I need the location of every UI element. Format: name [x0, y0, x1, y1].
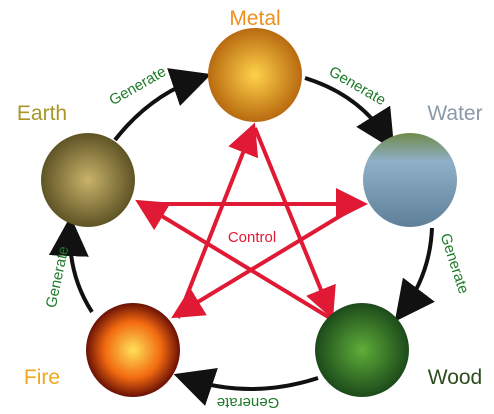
water-image	[363, 133, 457, 227]
earth-image	[41, 133, 135, 227]
generate-label: Generate	[43, 245, 73, 310]
wood-image	[315, 303, 409, 397]
control-arrow	[142, 204, 330, 318]
control-label: Control	[228, 229, 276, 246]
control-arrow	[178, 204, 360, 314]
control-star	[142, 128, 360, 318]
five-elements-diagram: Metal Water Wood Fire Earth Generate Gen…	[0, 0, 494, 414]
metal-image	[208, 28, 302, 122]
generate-label: Generate	[437, 231, 472, 296]
arrow	[70, 228, 92, 312]
node-label: Earth	[17, 102, 67, 125]
generate-label: Generate	[106, 63, 169, 109]
generate-label: Generate	[326, 63, 389, 109]
control-arrow	[255, 128, 330, 312]
arrow	[185, 378, 318, 389]
arrow	[402, 228, 432, 312]
generate-label: Generate	[217, 394, 280, 411]
node-label: Water	[427, 102, 482, 125]
node-label: Fire	[24, 366, 60, 389]
node-label: Wood	[428, 366, 482, 389]
node-label: Metal	[229, 7, 280, 30]
fire-image	[86, 303, 180, 397]
